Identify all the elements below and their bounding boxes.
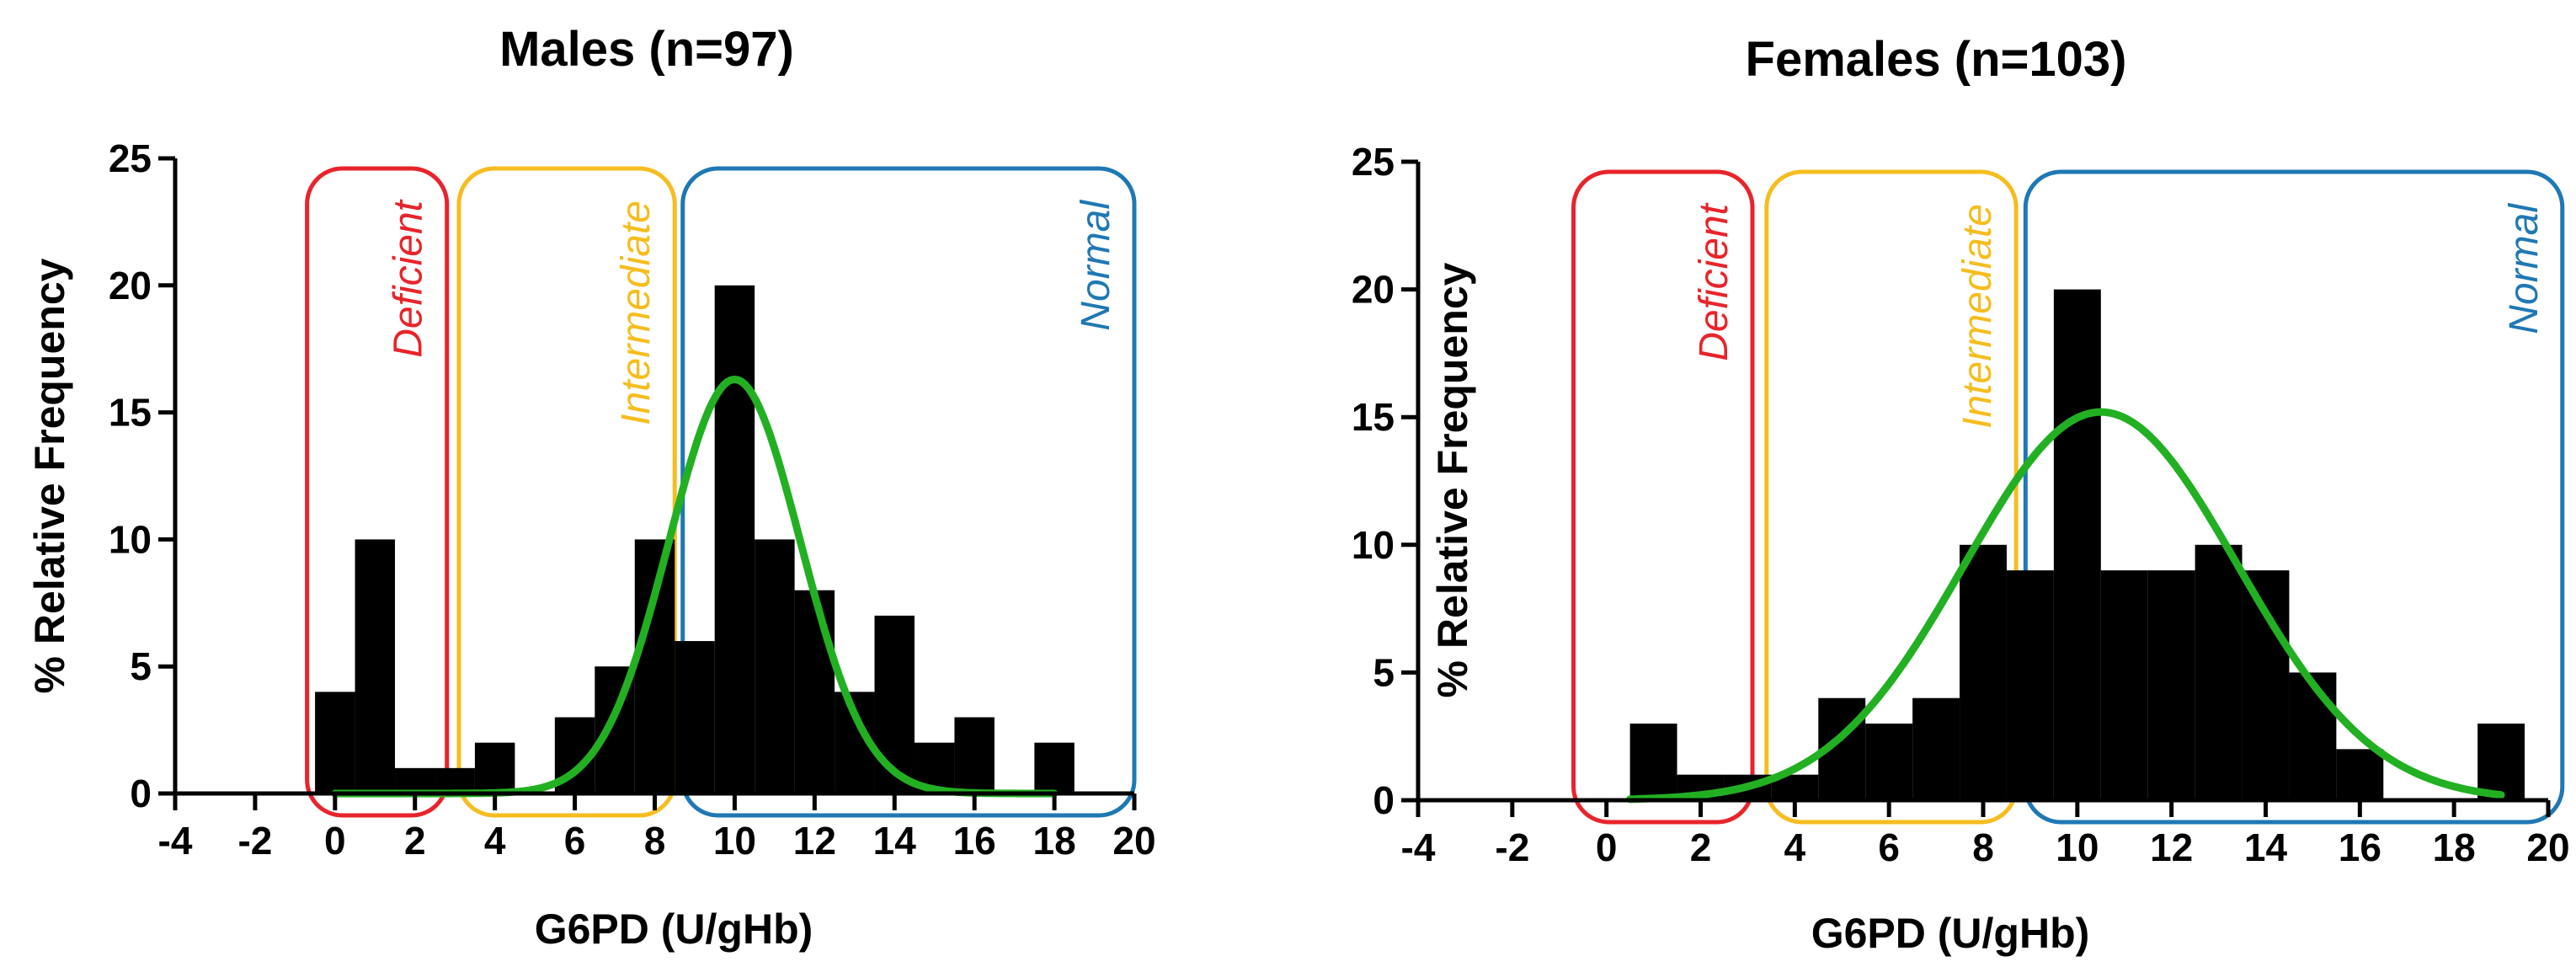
zone-label: Intermediate <box>1955 204 2000 429</box>
histogram-bar <box>395 767 435 793</box>
histogram-bar <box>954 717 995 793</box>
x-tick-label: 6 <box>1878 825 1900 869</box>
x-axis-label: G6PD (U/gHb) <box>535 906 813 953</box>
x-tick-label: 20 <box>2526 825 2569 869</box>
males-histogram: Males (n=97) % Relative Frequency G6PD (… <box>26 22 1156 953</box>
plot-area: Deficient Intermediate Normal0510152025-4-… <box>109 136 1156 863</box>
histogram-bar <box>675 641 715 793</box>
plot-area: Deficient Intermediate Normal0510152025-4-… <box>1352 140 2570 869</box>
x-tick-label: 14 <box>2244 825 2288 869</box>
y-tick-label: 10 <box>109 517 152 561</box>
zone-box <box>456 166 677 818</box>
histogram-bar <box>435 767 475 793</box>
y-tick-label: 20 <box>109 264 152 307</box>
histogram-bar <box>1865 724 1913 800</box>
x-tick-label: -4 <box>1401 825 1436 869</box>
females-chart-panel: Females (n=103) % Relative Frequency G6P… <box>1288 0 2576 967</box>
gaussian-fit-line <box>1626 408 2505 804</box>
chart-title: Females (n=103) <box>1746 32 2127 87</box>
histogram-bar <box>2053 289 2101 801</box>
y-tick-label: 0 <box>130 772 152 815</box>
zone-label: Intermediate <box>614 200 659 425</box>
x-tick-label: 16 <box>2339 825 2381 869</box>
x-tick-label: 0 <box>1596 825 1618 869</box>
zone-label: Normal <box>1074 200 1118 331</box>
histogram-bar <box>1912 697 1960 800</box>
x-tick-label: -2 <box>1495 825 1529 869</box>
histogram-bar <box>1960 544 2007 800</box>
histogram-bar <box>2289 672 2337 800</box>
x-tick-label: 2 <box>404 819 426 863</box>
y-axis-label: % Relative Frequency <box>1429 262 1476 697</box>
zone-label: Normal <box>2502 203 2547 334</box>
histogram-bar <box>2100 570 2148 800</box>
histogram-bar <box>2195 544 2243 800</box>
x-tick-label: 8 <box>1972 825 1994 869</box>
y-tick-label: 25 <box>1352 140 1395 184</box>
y-tick-label: 5 <box>1373 650 1395 694</box>
x-tick-label: 8 <box>644 819 666 863</box>
histogram-bar <box>474 742 515 793</box>
x-tick-label: 2 <box>1690 825 1712 869</box>
histogram-bar <box>794 590 835 793</box>
histogram-bar <box>714 285 755 793</box>
y-tick-label: 20 <box>1352 268 1395 312</box>
x-axis-label: G6PD (U/gHb) <box>1811 910 2090 957</box>
histogram-bar <box>2477 724 2525 800</box>
zone-box <box>305 166 450 818</box>
y-tick-label: 5 <box>130 644 152 688</box>
y-axis-label: % Relative Frequency <box>26 258 73 693</box>
y-tick-label: 10 <box>1352 523 1395 567</box>
x-tick-label: -4 <box>158 819 193 863</box>
x-tick-label: 12 <box>793 819 836 863</box>
females-histogram: Females (n=103) % Relative Frequency G6P… <box>1352 32 2570 957</box>
x-tick-label: 18 <box>2433 825 2476 869</box>
x-tick-label: 10 <box>2056 825 2099 869</box>
x-tick-label: -2 <box>237 819 272 863</box>
x-tick-label: 10 <box>713 819 756 863</box>
x-tick-label: 18 <box>1032 819 1075 863</box>
x-tick-label: 12 <box>2150 825 2193 869</box>
x-tick-label: 14 <box>873 819 917 863</box>
zone-label: Deficient <box>1692 202 1736 361</box>
histogram-bar <box>755 539 795 793</box>
chart-title: Males (n=97) <box>499 22 794 77</box>
histogram-bar <box>634 539 675 793</box>
x-tick-label: 0 <box>324 819 346 863</box>
y-tick-label: 15 <box>1352 395 1395 439</box>
histogram-bar <box>1629 724 1677 800</box>
histogram-bar <box>2336 749 2384 800</box>
x-tick-label: 20 <box>1112 819 1155 863</box>
x-tick-label: 6 <box>564 819 586 863</box>
histogram-bar <box>2242 570 2290 800</box>
y-tick-label: 0 <box>1373 778 1395 822</box>
x-tick-label: 4 <box>1784 825 1806 869</box>
histogram-bar <box>2147 570 2195 800</box>
zone-box <box>1764 169 2019 825</box>
zone-label: Deficient <box>387 199 431 357</box>
y-tick-label: 15 <box>109 391 152 435</box>
x-tick-label: 16 <box>953 819 996 863</box>
zone-box <box>2023 169 2565 825</box>
histogram-bar <box>315 692 355 793</box>
y-tick-label: 25 <box>109 136 152 180</box>
histogram-bar <box>2006 570 2054 800</box>
zone-box <box>1571 169 1755 825</box>
histogram-bar <box>1034 742 1075 793</box>
males-chart-panel: Males (n=97) % Relative Frequency G6PD (… <box>26 22 1156 953</box>
histogram-bar <box>355 539 396 793</box>
x-tick-label: 4 <box>484 819 506 863</box>
